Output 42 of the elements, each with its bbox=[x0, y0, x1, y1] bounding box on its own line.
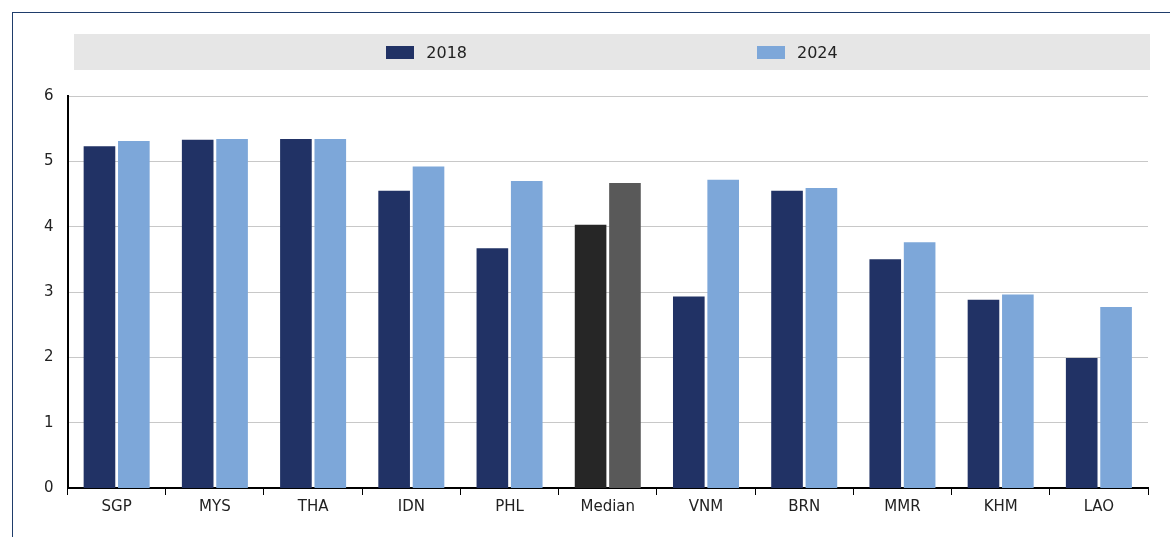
y-tick-label: 4 bbox=[44, 216, 54, 235]
legend-label: 2024 bbox=[797, 42, 838, 62]
legend-label: 2018 bbox=[426, 42, 467, 62]
bar bbox=[1002, 294, 1034, 488]
x-tick-label: SGP bbox=[101, 496, 132, 515]
x-tick-label: BRN bbox=[788, 496, 821, 515]
bar bbox=[903, 242, 936, 488]
x-tick-label: KHM bbox=[983, 496, 1018, 515]
bar bbox=[216, 139, 248, 488]
bar bbox=[574, 224, 607, 488]
x-tick-label: VNM bbox=[688, 496, 724, 515]
bar bbox=[672, 296, 705, 488]
bar bbox=[609, 182, 641, 488]
bar bbox=[707, 179, 739, 488]
x-tick-label: PHL bbox=[495, 496, 525, 515]
bar bbox=[771, 190, 803, 488]
bar bbox=[967, 299, 1000, 488]
y-tick-label: 5 bbox=[44, 151, 54, 170]
bar bbox=[280, 139, 312, 488]
bar bbox=[1065, 357, 1098, 488]
bar bbox=[378, 190, 410, 488]
bar bbox=[476, 248, 509, 488]
bar bbox=[869, 259, 902, 488]
x-tick-label: THA bbox=[296, 496, 330, 515]
y-tick-label: 2 bbox=[44, 347, 54, 366]
x-tick-label: MYS bbox=[199, 496, 231, 515]
bar bbox=[412, 166, 445, 488]
x-tick-label: IDN bbox=[397, 496, 425, 515]
bar bbox=[805, 188, 838, 488]
bar bbox=[181, 139, 214, 488]
bar bbox=[1100, 307, 1132, 488]
y-tick-label: 3 bbox=[44, 281, 54, 300]
x-tick-label: MMR bbox=[884, 496, 921, 515]
y-tick-label: 0 bbox=[44, 477, 54, 496]
x-tick-label: Median bbox=[580, 496, 636, 515]
y-tick-label: 6 bbox=[44, 85, 54, 104]
bar bbox=[314, 139, 347, 488]
y-tick-label: 1 bbox=[44, 412, 54, 431]
x-tick-label: LAO bbox=[1083, 496, 1115, 515]
bar bbox=[510, 180, 543, 488]
bar bbox=[83, 146, 116, 488]
bar bbox=[118, 141, 150, 488]
